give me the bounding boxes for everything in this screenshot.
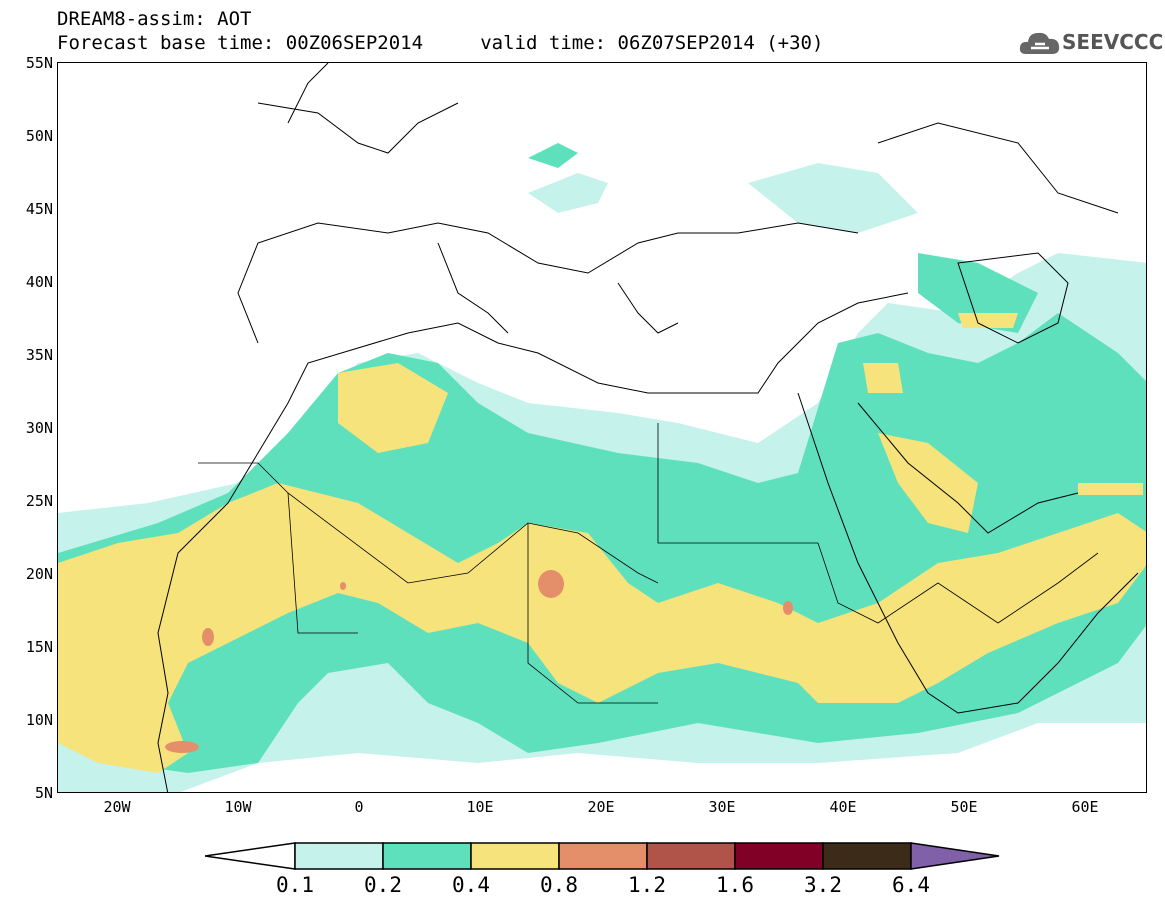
colorbar-segment (734, 842, 824, 870)
colorbar-segment (294, 842, 384, 870)
logo-text: SEEVCCC (1062, 30, 1164, 54)
colorbar-segment (382, 842, 472, 870)
colorbar-label: 6.4 (892, 873, 930, 897)
lat-label: 25N (25, 492, 53, 510)
lon-label: 50E (950, 798, 978, 816)
colorbar-segment (558, 842, 648, 870)
colorbar-label: 1.6 (716, 873, 754, 897)
lon-label: 20E (587, 798, 615, 816)
map-title: DREAM8-assim: AOT (57, 8, 252, 30)
colorbar-max-arrow (910, 842, 1000, 870)
cloud-logo-icon (1019, 32, 1060, 54)
seevccc-logo: SEEVCCC (1018, 26, 1163, 58)
lon-label: 40E (829, 798, 857, 816)
colorbar-label: 1.2 (628, 873, 666, 897)
lat-label: 5N (34, 784, 53, 802)
lon-label: 10W (224, 798, 252, 816)
colorbar-segment (822, 842, 912, 870)
lat-label: 15N (25, 638, 53, 656)
country-borders (198, 423, 1099, 704)
lat-label: 40N (25, 273, 53, 291)
colorbar-label: 0.2 (364, 873, 402, 897)
lat-label: 50N (25, 127, 53, 145)
colorbar-min-arrow (205, 842, 296, 870)
lat-label: 55N (25, 54, 53, 72)
lon-label: 30E (708, 798, 736, 816)
colorbar-label: 0.1 (276, 873, 314, 897)
lat-label: 30N (25, 419, 53, 437)
lon-label: 60E (1071, 798, 1099, 816)
colorbar-segment (646, 842, 736, 870)
aot-band-0.8 (165, 570, 793, 753)
lon-label: 0 (354, 798, 364, 816)
aot-band-0.4 (58, 313, 1146, 773)
colorbar (205, 842, 1000, 870)
aot-map (57, 62, 1147, 793)
lat-label: 45N (25, 200, 53, 218)
lat-label: 10N (25, 711, 53, 729)
lon-label: 10E (466, 798, 494, 816)
map-canvas (58, 63, 1146, 792)
coastlines (157, 63, 1139, 792)
colorbar-label: 0.8 (540, 873, 578, 897)
lat-label: 35N (25, 346, 53, 364)
lon-label: 20W (103, 798, 131, 816)
lat-label: 20N (25, 565, 53, 583)
colorbar-segment (470, 842, 560, 870)
forecast-times: Forecast base time: 00Z06SEP2014 valid t… (57, 32, 824, 54)
colorbar-label: 3.2 (804, 873, 842, 897)
colorbar-label: 0.4 (452, 873, 490, 897)
